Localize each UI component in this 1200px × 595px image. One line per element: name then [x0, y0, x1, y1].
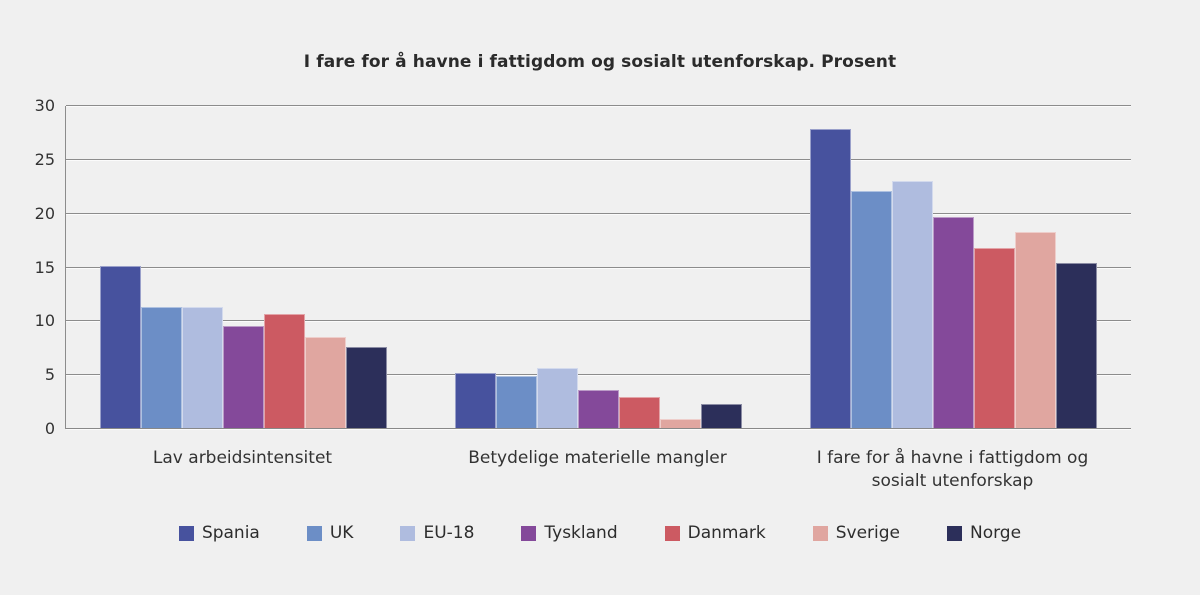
bar-groups	[66, 106, 1131, 429]
bar-tyskland-cat1	[223, 325, 264, 429]
gridline-0	[66, 428, 1131, 429]
legend-label: Danmark	[687, 523, 766, 543]
bar-uk-cat3	[851, 191, 892, 429]
bar-sverige-cat1	[305, 337, 346, 429]
chart-title: I fare for å havne i fattigdom og sosial…	[303, 52, 897, 72]
bar-tyskland-cat2	[578, 390, 619, 429]
bar-danmark-cat2	[619, 396, 660, 429]
legend-item-spania: Spania	[178, 523, 260, 543]
gridline-10	[66, 320, 1131, 322]
y-tick-label-25: 25	[34, 149, 55, 169]
bar-norge-cat2	[701, 404, 742, 429]
bar-spania-cat1	[100, 266, 141, 429]
bar-danmark-cat1	[264, 313, 305, 429]
bar-group-1	[66, 106, 421, 429]
bar-norge-cat3	[1056, 263, 1097, 429]
legend-label: EU-18	[423, 523, 475, 543]
bar-uk-cat2	[496, 376, 537, 429]
gridline-5	[66, 374, 1131, 376]
legend-item-tyskland: Tyskland	[521, 523, 618, 543]
legend-swatch-icon	[306, 525, 322, 541]
legend: Spania UK EU-18 Tyskland Danmark Sverige Norge	[0, 523, 1200, 543]
y-tick-label-20: 20	[34, 203, 55, 223]
bar-spania-cat2	[455, 373, 496, 429]
legend-swatch-icon	[812, 525, 828, 541]
plot-area	[65, 105, 1131, 429]
y-tick-label-5: 5	[44, 365, 55, 385]
legend-item-norge: Norge	[947, 523, 1021, 543]
x-category-label-2: Betydelige materielle mangler	[468, 448, 727, 468]
y-tick-label-30: 30	[34, 96, 55, 115]
legend-swatch-icon	[521, 525, 537, 541]
bar-danmark-cat3	[974, 248, 1015, 429]
bar-sverige-cat3	[1015, 231, 1056, 429]
gridline-20	[66, 212, 1131, 214]
bar-group-3	[776, 106, 1131, 429]
legend-swatch-icon	[664, 525, 680, 541]
legend-label: Norge	[970, 523, 1022, 543]
bar-group-2	[421, 106, 776, 429]
bar-spania-cat3	[810, 128, 851, 429]
gridline-15	[66, 266, 1131, 268]
legend-item-danmark: Danmark	[664, 523, 766, 543]
legend-item-sverige: Sverige	[812, 523, 900, 543]
legend-swatch-icon	[178, 525, 194, 541]
bar-eu-18-cat1	[182, 307, 223, 429]
bar-tyskland-cat3	[933, 216, 974, 429]
gridline-25	[66, 158, 1131, 160]
bar-uk-cat1	[141, 307, 182, 429]
legend-label: Spania	[201, 523, 260, 543]
legend-swatch-icon	[947, 525, 962, 541]
y-tick-label-0: 0	[44, 419, 55, 438]
legend-item-eu-18: EU-18	[400, 523, 474, 543]
legend-label: UK	[329, 523, 354, 543]
bar-sverige-cat2	[660, 419, 701, 429]
x-category-label-3: I fare for å havne i fattigdom og sosial…	[816, 448, 1089, 491]
legend-label: Sverige	[835, 523, 900, 543]
y-tick-label-15: 15	[34, 257, 55, 277]
bar-eu-18-cat3	[892, 181, 933, 429]
bar-norge-cat1	[346, 347, 387, 429]
y-axis: 0 5 10 15 20 25 30	[0, 96, 55, 438]
legend-item-uk: UK	[306, 523, 354, 543]
legend-swatch-icon	[400, 525, 416, 541]
y-tick-label-10: 10	[34, 311, 55, 331]
bar-eu-18-cat2	[537, 367, 578, 429]
gridline-30	[66, 105, 1131, 106]
x-category-label-1: Lav arbeidsintensitet	[152, 448, 333, 468]
x-axis: Lav arbeidsintensitet Betydelige materiel…	[65, 447, 1130, 493]
legend-label: Tyskland	[544, 523, 618, 543]
